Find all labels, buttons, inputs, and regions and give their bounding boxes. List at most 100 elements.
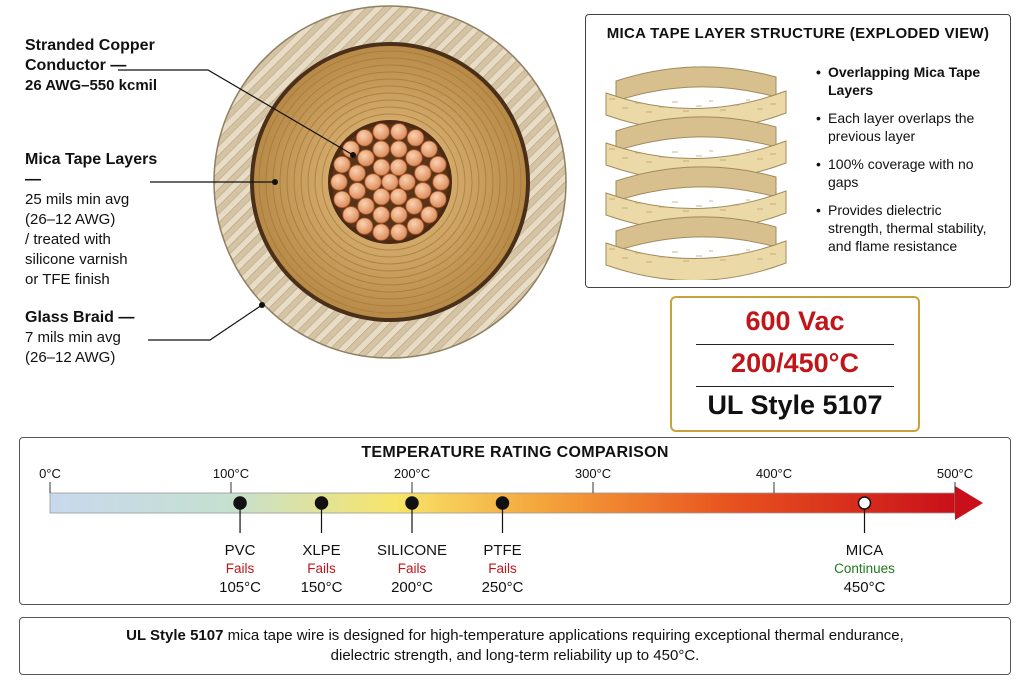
mica-callout-line: 25 mils min avg [25, 191, 130, 208]
copper-strand [389, 158, 408, 176]
ul-style-label: UL Style 5107 [707, 390, 883, 420]
copper-strand [348, 182, 366, 200]
copper-strand [333, 155, 351, 174]
tick-label: 400°C [756, 466, 792, 481]
temperature-rating: 200/450°C [731, 348, 859, 378]
bullet-item: • Each layer overlaps the previous layer [816, 110, 975, 144]
mica-bullet-list: • Overlapping Mica Tape Layers • Each laye… [816, 63, 996, 265]
material-temp-label: 250°C [482, 579, 524, 596]
copper-strand [406, 129, 425, 147]
copper-strand [389, 188, 408, 206]
copper-strand [398, 173, 416, 191]
mica-callout-line: / treated with [25, 231, 111, 248]
copper-strand [405, 197, 423, 215]
copper-strand [405, 149, 423, 167]
tick-label: 100°C [213, 466, 249, 481]
bullet-item: • Overlapping Mica Tape Layers [816, 64, 981, 98]
bullet-item: • Provides dielectric strength, thermal s… [816, 202, 987, 254]
copper-strand [372, 223, 390, 241]
copper-strand [372, 158, 391, 176]
temperature-comparison-panel: TEMPERATURE RATING COMPARISON 0°C 100°C 20… [19, 437, 1011, 605]
mica-exploded-panel: MICA TAPE LAYER STRUCTURE (EXPLODED VIEW… [585, 14, 1011, 288]
braid-callout-line: (26–12 AWG) [25, 349, 116, 366]
mica-spiral-illustration [605, 66, 787, 280]
copper-strand [355, 217, 374, 235]
copper-strand [348, 164, 366, 182]
copper-strand [357, 149, 375, 167]
material-status: Fails [307, 561, 336, 576]
rating-divider [696, 344, 894, 345]
material-name: XLPE [302, 542, 340, 559]
mica-callout-line: (26–12 AWG) [25, 211, 116, 228]
copper-strand [372, 188, 391, 206]
material-marker [857, 496, 872, 510]
tick-label: 200°C [394, 466, 430, 481]
arrow-head [955, 486, 983, 520]
copper-strand [420, 206, 438, 224]
bullet-item: • 100% coverage with no gaps [816, 156, 974, 190]
mica-callout-line: silicone varnish [25, 251, 128, 268]
footer-text-2: dielectric strength, and long-term relia… [330, 647, 700, 664]
material-status: Fails [488, 561, 517, 576]
conductor-title: Stranded Copper Conductor — [25, 37, 155, 74]
material-temp-label: 150°C [301, 579, 343, 596]
material-marker [495, 496, 510, 510]
mica-tape-band [605, 216, 787, 280]
material-marker [405, 496, 419, 510]
material-status: Fails [226, 561, 255, 576]
footer-description: UL Style 5107 mica tape wire is designed… [19, 617, 1011, 675]
rating-divider [696, 386, 894, 387]
mica-callout-title: Mica Tape Layers — [25, 151, 158, 188]
copper-strand [342, 206, 360, 224]
copper-strand [357, 197, 375, 215]
tick-label: 0°C [39, 466, 61, 481]
copper-strand [333, 190, 351, 209]
braid-callout-line: 7 mils min avg [25, 329, 121, 346]
tick-label: 300°C [575, 466, 611, 481]
copper-strand [390, 123, 408, 141]
material-name: PTFE [483, 542, 521, 559]
copper-strand [432, 173, 450, 191]
material-temp-label: 200°C [391, 579, 433, 596]
mica-callout-line: or TFE finish [25, 271, 110, 288]
material-marker [314, 496, 329, 510]
copper-strand [372, 123, 390, 141]
copper-strand [381, 173, 399, 191]
material-temp-label: 450°C [844, 579, 886, 596]
copper-strand [420, 140, 438, 158]
conductor-leader-line [118, 69, 354, 156]
material-marker [233, 496, 247, 510]
copper-strand [390, 140, 408, 158]
copper-strand [414, 182, 432, 200]
voltage-rating: 600 Vac [745, 306, 845, 336]
copper-strand [406, 217, 425, 235]
copper-strand [414, 164, 432, 182]
conductor-callout: Stranded Copper Conductor — 26 AWG–550 k… [25, 36, 205, 96]
copper-strand [355, 129, 374, 147]
rating-box: 600 Vac 200/450°C UL Style 5107 [670, 296, 920, 432]
material-name: SILICONE [377, 542, 447, 559]
mica-panel-title: MICA TAPE LAYER STRUCTURE (EXPLODED VIEW… [606, 25, 990, 42]
copper-strand [372, 206, 390, 224]
temperature-comparison-title: TEMPERATURE RATING COMPARISON [361, 444, 669, 461]
material-name: MICA [846, 542, 884, 559]
footer-bold: UL Style 5107 [126, 627, 224, 644]
copper-strand [390, 206, 408, 224]
copper-strand [429, 190, 447, 209]
material-status: Fails [398, 561, 427, 576]
copper-strand [364, 173, 382, 191]
footer-text-1: mica tape wire is designed for high-temp… [223, 627, 904, 644]
copper-strand [330, 173, 348, 191]
braid-leader-line [148, 304, 263, 341]
material-name: PVC [225, 542, 256, 559]
braid-callout-title: Glass Braid — [25, 309, 135, 326]
copper-strand [390, 223, 408, 241]
material-temp-label: 105°C [219, 579, 261, 596]
temperature-scale: 0°C 100°C 200°C 300°C 400°C 500°C PVC Fails 105°… [39, 466, 983, 596]
tick-label: 500°C [937, 466, 973, 481]
material-status: Continues [834, 561, 895, 576]
mica-callout: Mica Tape Layers — 25 mils min avg (26–1… [25, 150, 165, 290]
conductor-detail: 26 AWG–550 kcmil [25, 77, 158, 94]
braid-callout: Glass Braid — 7 mils min avg (26–12 AWG) [25, 308, 155, 368]
